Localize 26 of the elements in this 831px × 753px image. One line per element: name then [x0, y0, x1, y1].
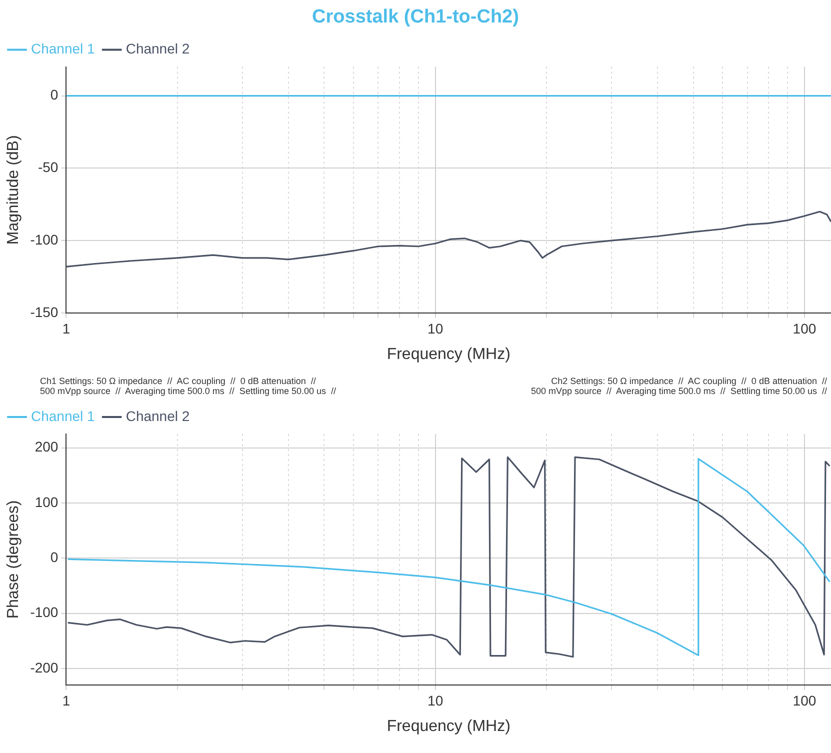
x-tick-label: 10: [428, 320, 444, 336]
legend-label: Channel 2: [126, 40, 190, 57]
y-tick-label: -100: [30, 604, 58, 620]
y-tick-label: 0: [50, 86, 58, 103]
chart-title: Crosstalk (Ch1-to-Ch2): [312, 6, 519, 28]
text: Ch1 Settings: 50 Ω impedance // AC coupling // 0 dB attenuation // 500 mVpp source // Averaging time 500.0 ms // Settling time 50.00 us //: [40, 376, 336, 396]
y-tick-label: 0: [50, 548, 58, 565]
text: Ch2 Settings: 50 Ω impedance // AC coupling // 0 dB attenuation // 500 mVpp source // Averaging time 500.0 ms // Settling time 50.00 us //: [531, 376, 827, 396]
x-tick-label: 10: [428, 692, 444, 708]
legend-label: Channel 1: [31, 40, 96, 57]
y-axis-title: Phase (degrees): [5, 500, 22, 619]
y-tick-label: -100: [30, 231, 58, 248]
y-tick-label: -150: [30, 304, 58, 320]
x-tick-label: 1: [62, 320, 70, 336]
x-axis-title: Frequency (MHz): [386, 346, 510, 363]
y-tick-label: -50: [38, 159, 58, 176]
legend-label: Channel 2: [126, 408, 190, 424]
y-tick-label: 100: [34, 494, 58, 510]
y-tick-label: -200: [30, 659, 58, 676]
x-tick-label: 100: [792, 692, 816, 708]
x-axis-title: Frequency (MHz): [386, 718, 510, 735]
x-tick-label: 100: [792, 320, 816, 336]
x-tick-label: 1: [62, 692, 70, 708]
y-axis-title: Magnitude (dB): [5, 135, 22, 245]
legend-label: Channel 1: [31, 408, 96, 424]
y-tick-label: 200: [34, 438, 58, 455]
